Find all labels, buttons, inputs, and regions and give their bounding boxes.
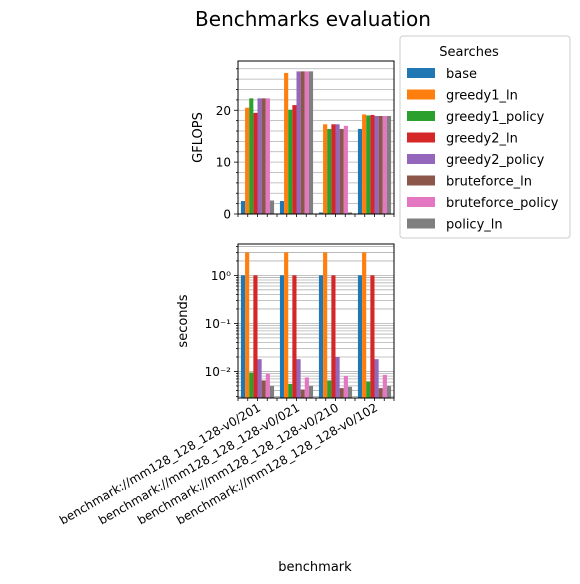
legend-swatch	[407, 218, 435, 229]
y-tick-label: 0	[223, 208, 231, 222]
bar-policy_ln	[386, 385, 392, 398]
bar-base	[357, 128, 363, 214]
legend-swatch	[407, 111, 435, 121]
bar-greedy1_ln	[323, 124, 328, 214]
bar-bruteforce_policy	[343, 376, 348, 398]
bar-greedy2_ln	[370, 114, 375, 214]
seconds-panel: 10⁻² 10⁻¹ 10⁰ seconds	[176, 243, 395, 401]
legend-swatch	[407, 89, 435, 100]
bar-policy_ln	[386, 115, 392, 214]
legend-swatch	[407, 132, 435, 143]
bar-greedy2_ln	[253, 275, 258, 398]
bar-greedy1_ln	[362, 114, 367, 214]
bar-base	[279, 275, 285, 398]
bar-greedy1_ln	[362, 252, 367, 398]
bar-bruteforce_policy	[304, 71, 309, 214]
gflops-panel: 0 10 20 GFLOPS	[191, 60, 395, 222]
legend-entry: policy_ln	[446, 218, 503, 233]
bar-bruteforce_ln	[339, 128, 344, 214]
bar-bruteforce_policy	[265, 373, 270, 398]
bar-greedy2_policy	[257, 359, 262, 398]
bar-greedy1_policy	[366, 381, 371, 398]
legend-entry: base	[446, 67, 477, 82]
bar-greedy1_ln	[323, 252, 328, 398]
bar-greedy2_policy	[257, 98, 262, 214]
bar-base	[240, 275, 246, 398]
bar-bruteforce_policy	[343, 125, 348, 214]
y-tick-label: 10	[216, 156, 231, 170]
bar-bruteforce_policy	[265, 98, 270, 214]
legend-entry: bruteforce_policy	[446, 196, 559, 211]
y-tick-label: 10⁻¹	[205, 317, 232, 331]
bar-bruteforce_policy	[382, 374, 387, 398]
legend-entry: bruteforce_ln	[446, 175, 532, 190]
bar-base	[279, 201, 285, 214]
bar-greedy2_ln	[331, 124, 336, 214]
bar-greedy1_ln	[284, 72, 289, 215]
bar-bruteforce_ln	[339, 388, 344, 398]
bar-bruteforce_ln	[300, 71, 305, 214]
legend-swatch	[407, 154, 435, 164]
bar-policy_ln	[308, 385, 314, 398]
y-tick-label: 10⁰	[211, 269, 231, 283]
legend-swatch	[407, 68, 435, 78]
bar-greedy2_ln	[331, 275, 336, 398]
legend-swatch	[407, 197, 435, 207]
bar-bruteforce_ln	[261, 380, 266, 398]
legend-swatch	[407, 175, 435, 186]
bar-greedy1_ln	[284, 252, 289, 398]
chart-title: Benchmarks evaluation	[195, 7, 431, 31]
bar-greedy1_policy	[288, 109, 293, 214]
bar-greedy2_ln	[253, 112, 258, 214]
bar-bruteforce_ln	[261, 98, 266, 214]
x-axis-label: benchmark	[278, 560, 352, 575]
bar-base	[318, 275, 324, 398]
x-tick-labels: benchmark://mm128_128_128-v0/201benchmar…	[57, 400, 380, 527]
bar-bruteforce_policy	[304, 377, 309, 398]
bar-base	[318, 212, 324, 214]
bar-bruteforce_ln	[300, 389, 305, 398]
bar-base	[240, 201, 246, 214]
bar-policy_ln	[308, 71, 314, 214]
bar-greedy2_policy	[296, 359, 301, 398]
bar-bruteforce_ln	[378, 115, 383, 214]
bar-greedy2_policy	[335, 356, 340, 398]
bar-greedy1_policy	[249, 372, 254, 398]
legend-entry: greedy2_ln	[446, 132, 518, 147]
bar-bruteforce_policy	[382, 115, 387, 214]
bar-base	[357, 275, 363, 398]
bar-greedy1_policy	[288, 383, 293, 398]
legend-entry: greedy1_ln	[446, 89, 518, 104]
bar-greedy1_ln	[245, 107, 250, 214]
legend: Searches base greedy1_ln greedy1_policygree…	[399, 35, 571, 239]
legend-title: Searches	[439, 45, 499, 60]
bar-greedy1_policy	[327, 128, 332, 214]
bar-greedy2_policy	[374, 115, 379, 214]
bar-greedy2_policy	[374, 359, 379, 398]
bar-greedy2_policy	[335, 124, 340, 214]
bar-greedy2_ln	[292, 105, 297, 214]
bar-greedy1_policy	[366, 115, 371, 214]
bar-greedy1_ln	[245, 252, 250, 398]
bar-policy_ln	[269, 200, 275, 214]
legend-box	[399, 35, 571, 239]
legend-entry: greedy1_policy	[446, 110, 545, 125]
bar-greedy2_ln	[370, 275, 375, 398]
bar-greedy1_policy	[327, 380, 332, 398]
y-axis-label: seconds	[176, 294, 191, 347]
bar-policy_ln	[269, 385, 275, 398]
bar-policy_ln	[347, 212, 353, 214]
y-tick-label: 10⁻²	[205, 365, 232, 379]
legend-entry: greedy2_policy	[446, 153, 545, 168]
bar-greedy2_ln	[292, 275, 297, 398]
bar-greedy1_policy	[249, 98, 254, 214]
bar-bruteforce_ln	[378, 388, 383, 398]
bar-policy_ln	[347, 386, 353, 398]
bar-greedy2_policy	[296, 71, 301, 214]
y-axis-label: GFLOPS	[191, 112, 206, 163]
y-tick-label: 20	[216, 104, 231, 118]
